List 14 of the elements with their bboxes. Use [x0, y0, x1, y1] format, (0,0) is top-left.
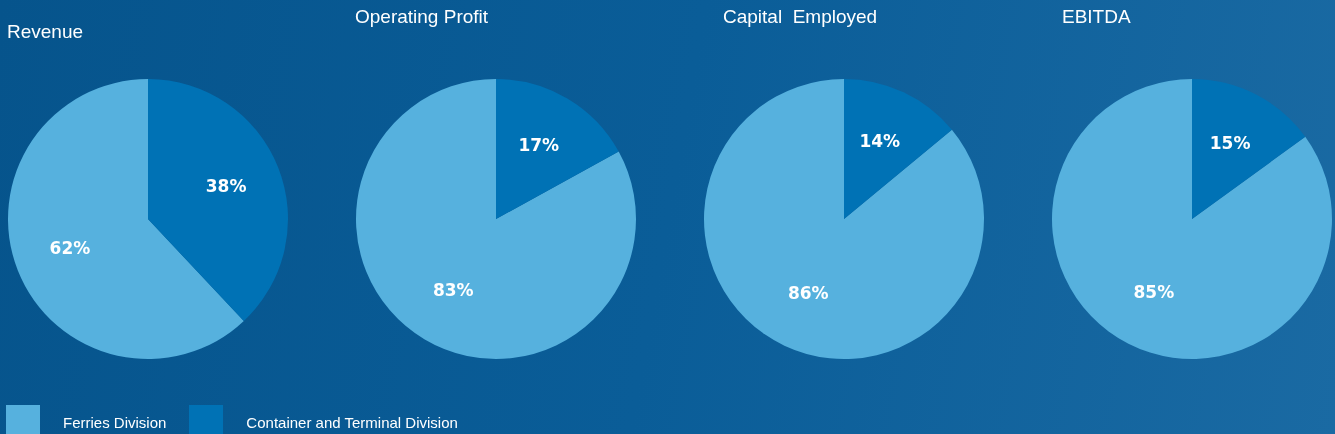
chart-title: Revenue [7, 21, 84, 43]
data-label: 15% [1209, 132, 1251, 153]
legend-label: Ferries Division [63, 414, 167, 431]
data-label: 14% [859, 131, 901, 152]
data-label: 38% [205, 176, 247, 197]
data-label: 86% [787, 283, 829, 304]
chart-title: EBITDA [1062, 6, 1131, 28]
legend-label: Container and Terminal Division [246, 414, 458, 431]
chart-title: Capital Employed [723, 6, 878, 28]
data-label: 17% [518, 135, 560, 156]
data-label: 62% [49, 238, 91, 259]
data-label: 85% [1133, 282, 1175, 303]
chart-title: Operating Profit [355, 6, 489, 28]
data-label: 83% [432, 279, 474, 300]
